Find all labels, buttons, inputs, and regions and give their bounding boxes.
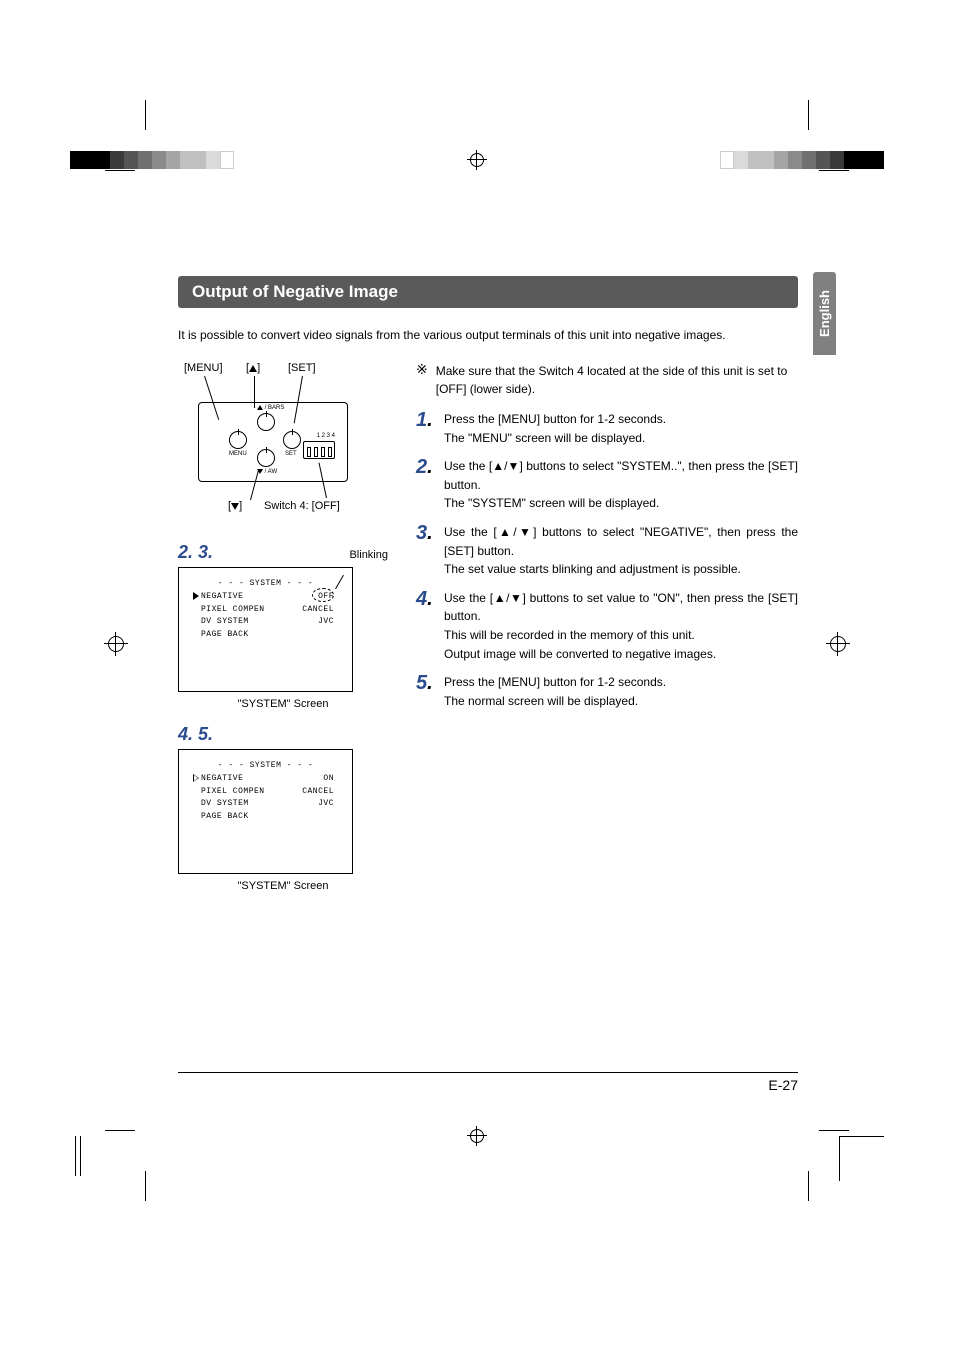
leader	[254, 376, 255, 408]
instruction-step: 4.Use the [▲/▼] buttons to set value to …	[416, 589, 798, 663]
menu-dial	[229, 431, 247, 449]
system-screen-2: - - - SYSTEM - - -NEGATIVEONPIXEL COMPEN…	[178, 749, 353, 874]
page-content: English Output of Negative Image It is p…	[178, 276, 798, 892]
aw-label: / AW	[257, 469, 277, 475]
reg-swatch-left	[70, 151, 234, 169]
crop-mark	[105, 1130, 135, 1131]
dip-1234-label: 1 2 3 4	[317, 433, 335, 439]
note: ※ Make sure that the Switch 4 located at…	[416, 362, 798, 398]
page-number: E-27	[768, 1077, 798, 1093]
step-body: Press the [MENU] button for 1-2 seconds.…	[444, 410, 666, 447]
crop-mark	[839, 1136, 884, 1181]
step-number: 5.	[416, 673, 436, 710]
note-text: Make sure that the Switch 4 located at t…	[436, 362, 798, 398]
reg-side-right	[826, 632, 850, 656]
step-group-label-b: 4. 5.	[178, 724, 388, 745]
reg-swatch-right	[720, 151, 884, 169]
step-number: 2.	[416, 457, 436, 513]
menu-mini-label: MENU	[229, 451, 247, 457]
bars-label: / BARS	[257, 405, 284, 411]
step-body: Press the [MENU] button for 1-2 seconds.…	[444, 673, 666, 710]
language-tab: English	[813, 272, 836, 355]
step-body: Use the [▲/▼] buttons to select "SYSTEM.…	[444, 457, 798, 513]
reg-center-bottom	[467, 1126, 487, 1146]
reg-side-left	[104, 632, 128, 656]
instruction-step: 3.Use the [▲/▼] buttons to select "NEGAT…	[416, 523, 798, 579]
control-panel-diagram: [MENU] [] [SET] / BARS MENU SET / AW 1 2…	[178, 362, 388, 532]
set-dial	[283, 431, 301, 449]
step-body: Use the [▲/▼] buttons to select "NEGATIV…	[444, 523, 798, 579]
page-footer: E-27	[178, 1072, 798, 1093]
system-screen-1: - - - SYSTEM - - -NEGATIVEOFFPIXEL COMPE…	[178, 567, 353, 692]
label-down: []	[228, 500, 242, 512]
crop-mark	[808, 1171, 809, 1201]
label-up: []	[246, 362, 260, 374]
crop-mark	[819, 1130, 849, 1131]
blink-indicator	[312, 588, 334, 602]
note-icon: ※	[416, 362, 428, 398]
set-mini-label: SET	[285, 451, 297, 457]
intro-text: It is possible to convert video signals …	[178, 326, 798, 344]
dip-switch	[303, 441, 335, 459]
crop-mark	[819, 170, 849, 171]
step-number: 4.	[416, 589, 436, 663]
screen1-caption: "SYSTEM" Screen	[178, 698, 388, 710]
label-set: [SET]	[288, 362, 316, 374]
down-dial	[257, 449, 275, 467]
instruction-step: 1.Press the [MENU] button for 1-2 second…	[416, 410, 798, 447]
crop-mark	[105, 170, 135, 171]
right-column: ※ Make sure that the Switch 4 located at…	[416, 362, 798, 892]
crop-mark	[145, 100, 146, 130]
instruction-step: 2.Use the [▲/▼] buttons to select "SYSTE…	[416, 457, 798, 513]
crop-mark	[75, 1136, 81, 1181]
label-switch4: Switch 4: [OFF]	[264, 500, 340, 512]
registration-top	[0, 140, 954, 180]
registration-bottom	[0, 1116, 954, 1156]
step-body: Use the [▲/▼] buttons to set value to "O…	[444, 589, 798, 663]
label-menu: [MENU]	[184, 362, 223, 374]
left-column: [MENU] [] [SET] / BARS MENU SET / AW 1 2…	[178, 362, 388, 892]
blinking-label: Blinking	[349, 549, 388, 561]
step-number: 3.	[416, 523, 436, 579]
crop-mark	[145, 1171, 146, 1201]
section-title: Output of Negative Image	[178, 276, 798, 308]
panel-outline: / BARS MENU SET / AW 1 2 3 4	[198, 402, 348, 482]
reg-center-top	[467, 150, 487, 170]
step-number: 1.	[416, 410, 436, 447]
up-dial	[257, 413, 275, 431]
screen2-caption: "SYSTEM" Screen	[178, 880, 388, 892]
crop-mark	[808, 100, 809, 130]
instruction-step: 5.Press the [MENU] button for 1-2 second…	[416, 673, 798, 710]
step-group-label-a: 2. 3.	[178, 542, 213, 563]
